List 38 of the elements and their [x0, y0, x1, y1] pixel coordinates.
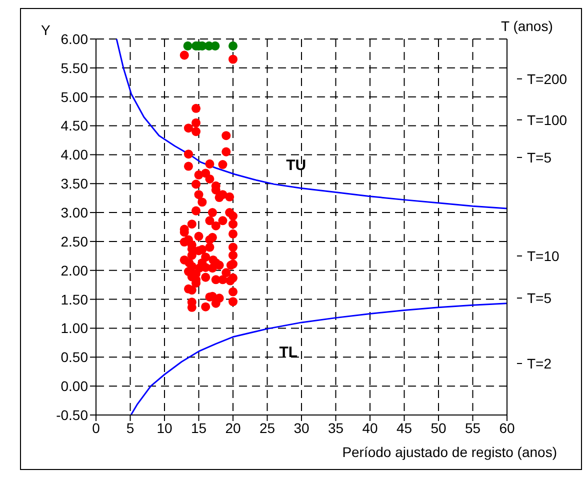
text: T=2 — [527, 355, 552, 372]
x-tick-label: 45 — [396, 420, 412, 436]
x-tick-label: 55 — [464, 420, 481, 436]
series-label: TU — [286, 157, 306, 174]
x-tick-label: 60 — [499, 420, 515, 436]
x-tick-label: 15 — [190, 420, 207, 436]
x-tick-label: 10 — [156, 420, 172, 436]
x-axis-title: Período ajustado de registo (anos) — [342, 444, 557, 460]
y-tick-label: 5.50 — [60, 60, 88, 76]
x-tick-label: 25 — [259, 420, 276, 436]
y-tick-label: 4.00 — [60, 146, 88, 163]
text: T=200 — [527, 70, 568, 87]
x-tick-label: 0 — [92, 420, 100, 436]
series-label: TL — [279, 344, 298, 361]
y-tick-label: 2.00 — [60, 262, 88, 278]
y-tick-label: 4.50 — [60, 118, 88, 134]
y-tick-label: -0.50 — [56, 406, 88, 423]
x-tick-label: 40 — [362, 420, 378, 436]
x-tick-label: 20 — [225, 420, 241, 436]
y-tick-label: 0.00 — [60, 378, 88, 394]
y-tick-label: 2.50 — [60, 233, 88, 250]
text: T=5 — [527, 290, 552, 306]
text: T=100 — [527, 112, 568, 128]
x-tick-label: 5 — [126, 420, 134, 436]
y-tick-label: 1.00 — [60, 320, 88, 336]
y2-axis-title: T (anos) — [501, 18, 553, 34]
y-tick-label: 1.50 — [60, 291, 88, 308]
x-tick-label: 50 — [430, 420, 446, 436]
y-axis-title: Y — [41, 22, 51, 38]
y-tick-label: 3.50 — [60, 176, 88, 192]
y-tick-label: 0.50 — [60, 349, 88, 366]
y-tick-label: 3.00 — [60, 204, 88, 221]
text: T=5 — [527, 149, 552, 166]
x-tick-label: 35 — [328, 420, 344, 436]
text: T=10 — [527, 248, 560, 264]
x-tick-label: 30 — [294, 420, 310, 436]
y-tick-label: 6.00 — [60, 30, 88, 47]
y-tick-label: 5.00 — [60, 88, 88, 105]
